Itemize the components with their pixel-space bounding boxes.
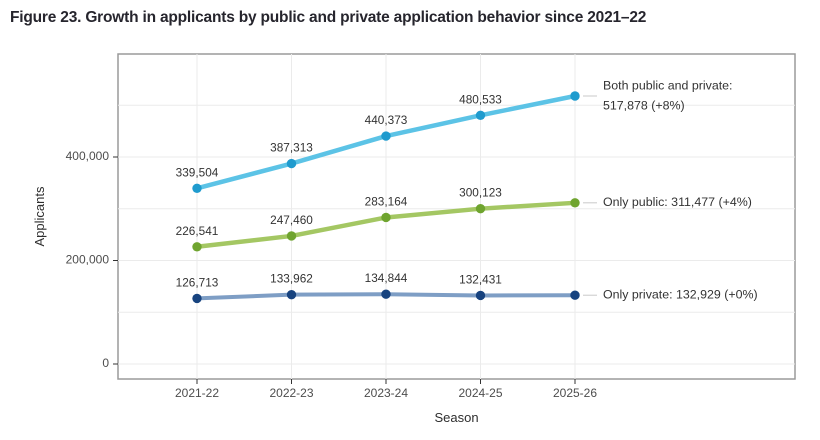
data-point-marker (286, 158, 297, 169)
data-point-marker (381, 289, 391, 299)
y-tick-label: 200,000 (66, 253, 110, 267)
data-point-marker (192, 183, 202, 194)
x-axis-title: Season (434, 410, 478, 425)
x-tick-label: 2024-25 (458, 386, 502, 400)
data-point-marker (286, 289, 297, 300)
x-tick-label: 2023-24 (364, 386, 408, 400)
data-point-marker (192, 293, 202, 304)
data-point-marker (381, 212, 391, 223)
series-annotation: 517,878 (+8%) (603, 98, 685, 112)
y-tick-label: 0 (102, 356, 109, 370)
data-point-label: 133,962 (270, 272, 313, 286)
data-point-label: 126,713 (176, 275, 219, 289)
data-point-label: 283,164 (365, 194, 408, 208)
data-point-marker (286, 231, 297, 241)
x-tick-label: 2025-26 (553, 386, 597, 400)
y-axis-title: Applicants (32, 186, 47, 246)
data-point-label: 440,373 (365, 113, 408, 127)
data-point-marker (381, 131, 391, 141)
data-point-marker (570, 91, 580, 101)
data-point-marker (475, 290, 486, 301)
data-point-marker (570, 198, 580, 208)
figure-title: Figure 23. Growth in applicants by publi… (10, 9, 647, 26)
y-tick-label: 400,000 (66, 149, 110, 163)
data-point-marker (192, 242, 202, 252)
data-point-label: 300,123 (459, 186, 502, 200)
chart-panel (117, 53, 796, 380)
data-point-label: 387,313 (270, 141, 313, 155)
series-annotation: Only private: 132,929 (+0%) (603, 287, 758, 301)
x-tick-label: 2021-22 (175, 386, 219, 400)
data-point-marker (475, 110, 486, 121)
data-point-marker (570, 290, 580, 300)
data-point-label: 247,460 (270, 213, 313, 227)
series-annotation: Both public and private: (603, 78, 733, 92)
data-point-label: 339,504 (176, 165, 219, 179)
data-point-label: 480,533 (459, 92, 502, 106)
x-tick-label: 2022-23 (269, 386, 313, 400)
data-point-label: 132,431 (459, 272, 502, 286)
data-point-label: 134,844 (365, 271, 408, 285)
series-annotation: Only public: 311,477 (+4%) (603, 195, 752, 209)
data-point-label: 226,541 (176, 224, 219, 238)
data-point-marker (475, 203, 486, 214)
